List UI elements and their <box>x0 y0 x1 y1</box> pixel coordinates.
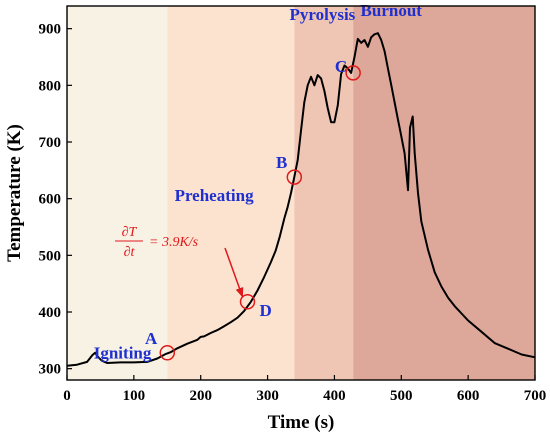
annotation-numerator: ∂T <box>122 225 138 240</box>
x-tick-label: 400 <box>323 388 346 404</box>
series-line-0 <box>66 32 536 367</box>
marker-circle-b <box>286 169 303 185</box>
annotation-value: = 3.9K/s <box>149 235 199 250</box>
y-tick-label: 700 <box>39 135 62 151</box>
phase-regions <box>67 6 535 380</box>
y-tick-label: 600 <box>39 192 62 208</box>
marker-label-d: D <box>260 301 272 320</box>
y-tick-label: 500 <box>39 248 62 264</box>
x-tick-label: 100 <box>123 388 146 404</box>
phase-region-burnout <box>353 6 535 380</box>
annotation-denominator: ∂t <box>124 245 136 260</box>
marker-label-c: C <box>335 57 347 76</box>
data-layer <box>66 32 536 367</box>
x-tick-label: 600 <box>457 388 480 404</box>
marker-circle-c <box>345 65 361 81</box>
phase-region-igniting <box>67 6 168 380</box>
marker-label-a: A <box>145 329 158 348</box>
phase-label-burnout: Burnout <box>361 1 423 20</box>
axes: 0 100 200 300 400 500 600 700 300 400 500 600 700 800… <box>4 22 546 433</box>
marker-circle-a <box>159 345 176 361</box>
x-tick-label: 500 <box>390 388 413 404</box>
marker-circle-d <box>239 294 256 310</box>
annotation-arrow <box>224 247 244 298</box>
y-tick-label: 300 <box>39 362 62 378</box>
x-tick-label: 300 <box>256 388 279 404</box>
phase-region-preheating <box>167 6 295 380</box>
y-axis-title: Temperature (K) <box>4 124 25 262</box>
phase-label-igniting: Igniting <box>94 343 152 362</box>
y-tick-label: 800 <box>39 78 62 94</box>
marker-label-b: B <box>276 153 287 172</box>
plot-frame <box>66 5 536 381</box>
x-tick-label: 700 <box>524 388 547 404</box>
x-tick-label: 0 <box>63 388 71 404</box>
y-tick-label: 400 <box>39 305 62 321</box>
phase-label-preheating: Preheating <box>175 186 255 205</box>
phase-label-pyrolysis: Pyrolysis <box>289 5 355 24</box>
x-axis-title: Time (s) <box>268 412 335 433</box>
y-tick-label: 900 <box>39 22 62 38</box>
x-tick-label: 200 <box>189 388 212 404</box>
